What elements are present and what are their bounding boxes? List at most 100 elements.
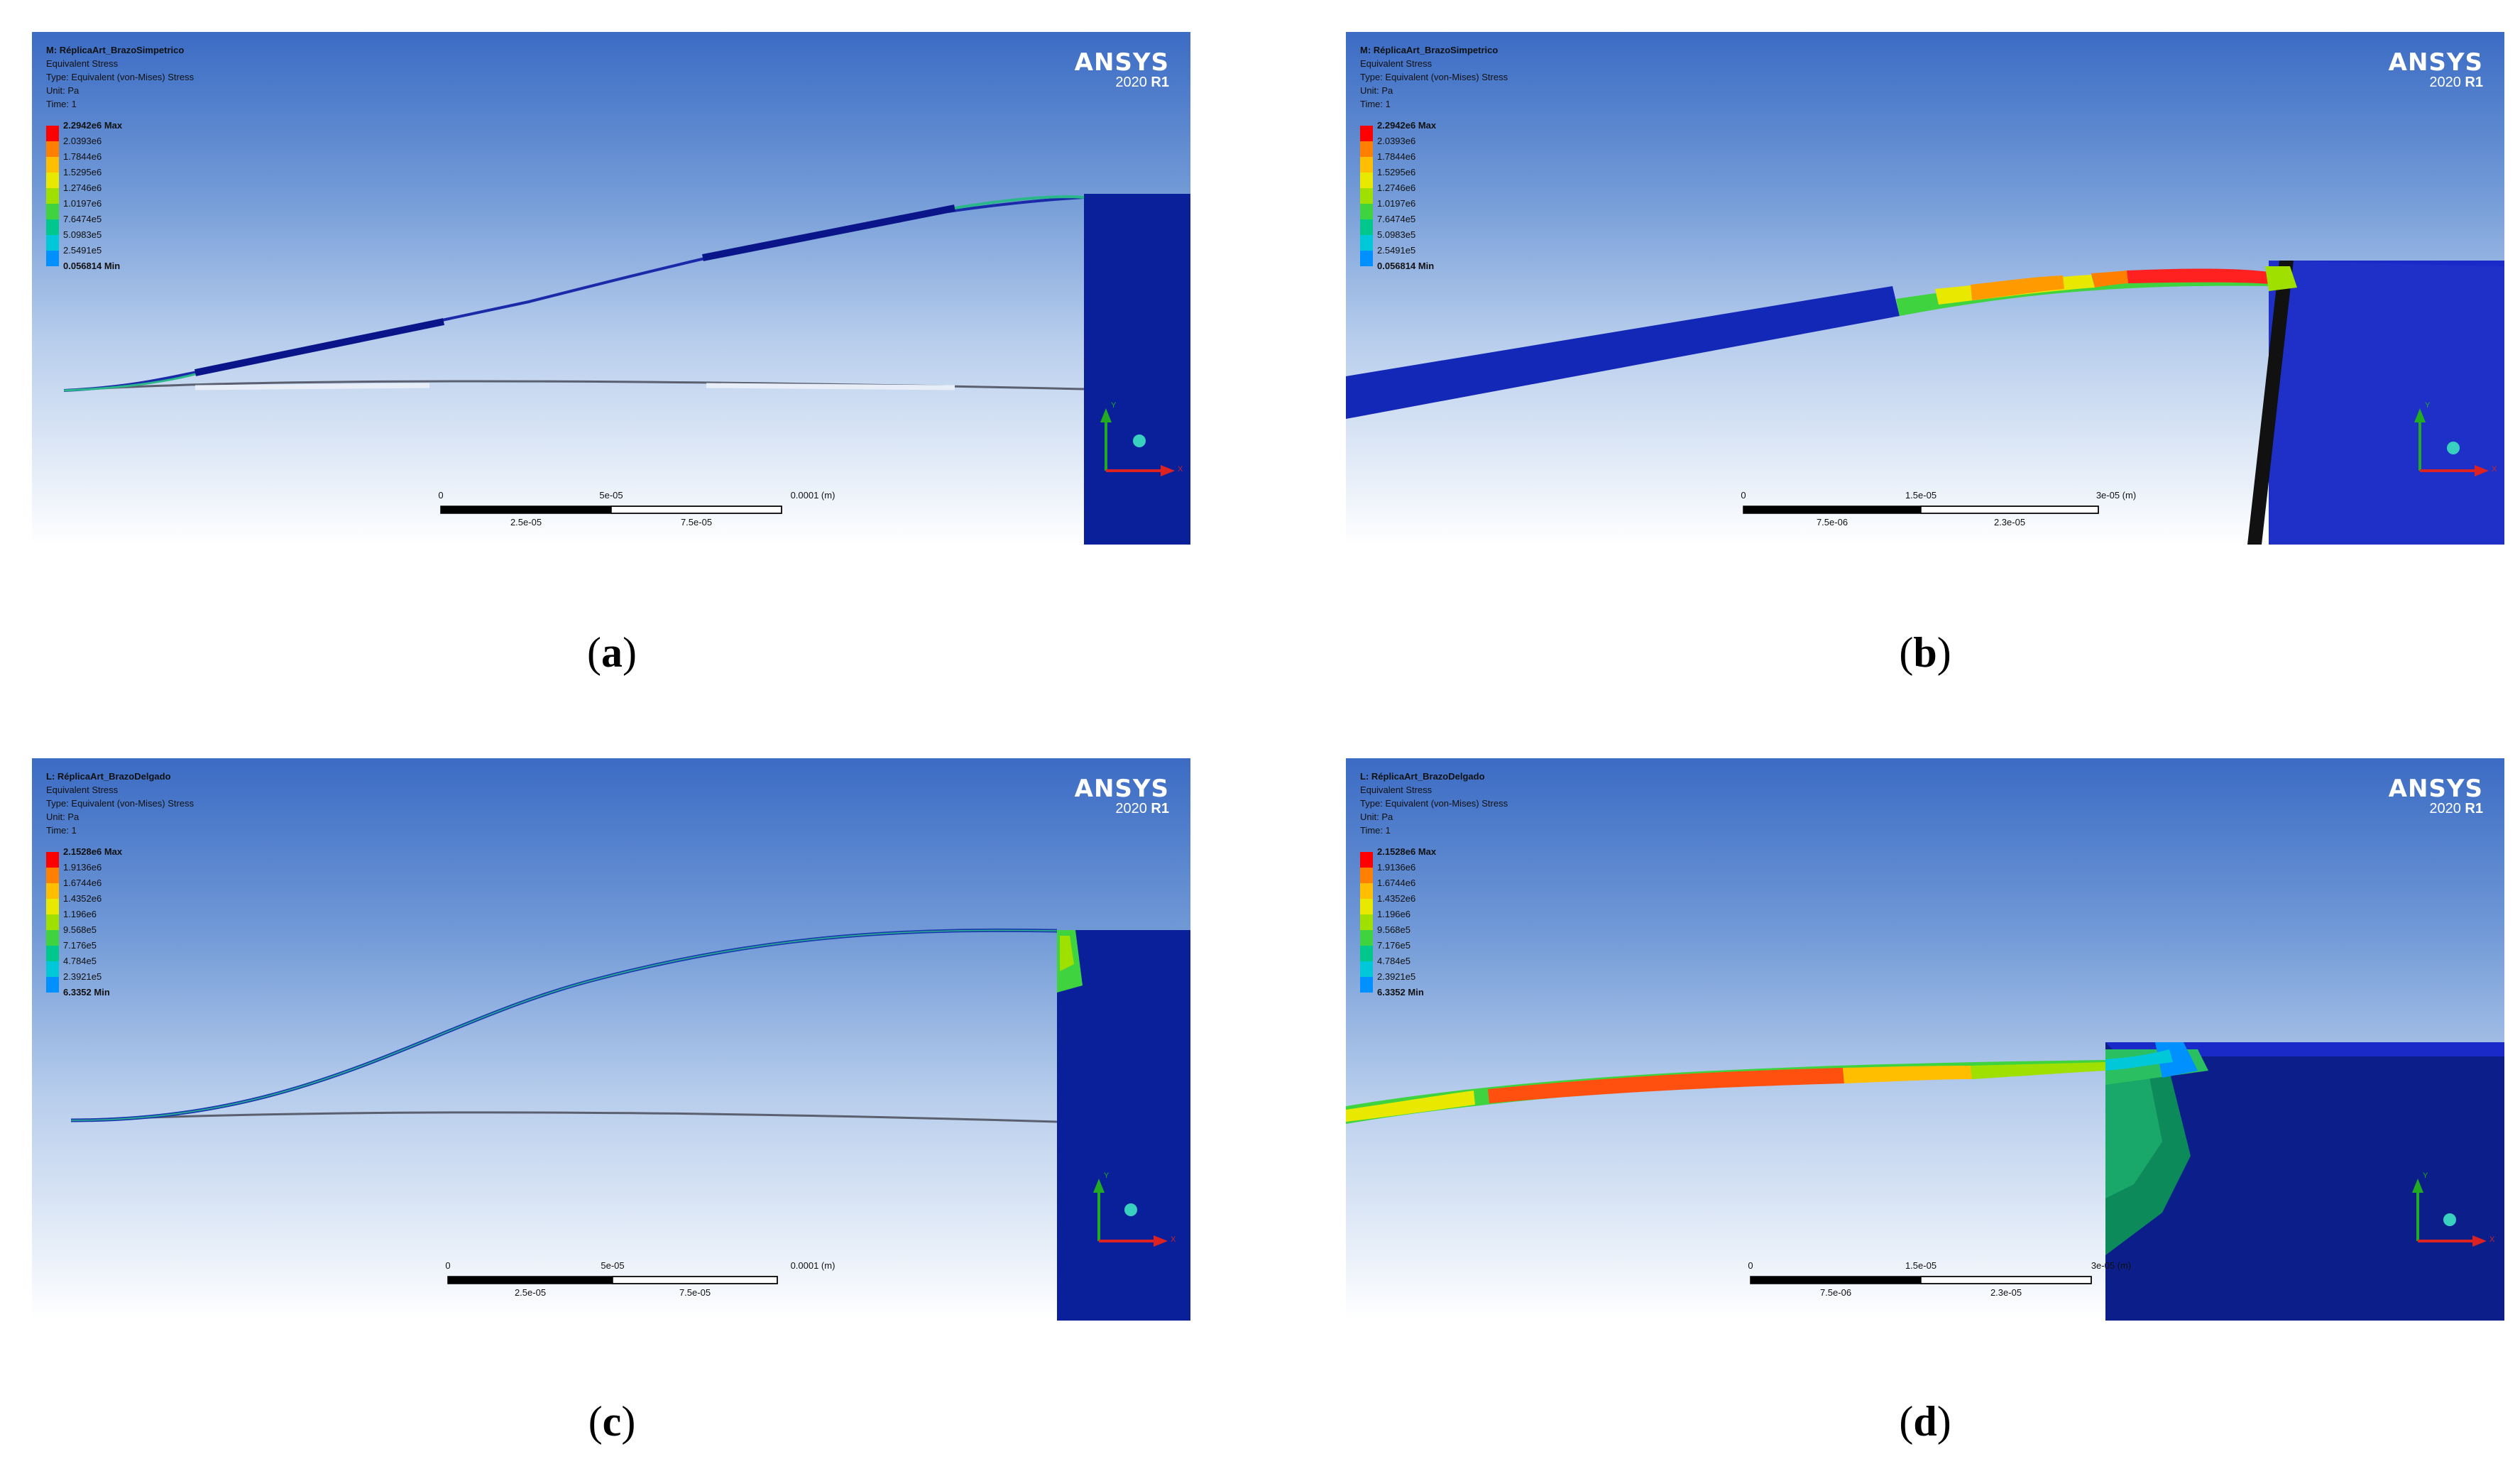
support-block [1084,194,1190,545]
legend-label: 5.0983e5 [1377,229,1416,240]
legend-label: 9.568e5 [63,924,97,935]
legend-label: 4.784e5 [63,956,97,966]
legend-swatch [1360,883,1373,899]
legend-label: 1.7844e6 [63,151,102,162]
legend-label: 1.0197e6 [1377,198,1416,209]
scale-label: 7.5e-05 [680,517,713,528]
scale-label: 3e-05 (m) [2091,1260,2132,1271]
legend-swatch [1360,852,1373,868]
result-type: Type: Equivalent (von-Mises) Stress [1360,72,1508,82]
result-name: Equivalent Stress [46,58,119,69]
scale-bar [447,1276,778,1284]
result-info: L: RéplicaArt_BrazoDelgado Equivalent St… [1360,770,1508,837]
legend-label: 2.5491e5 [63,245,102,256]
scale-label: 2.5e-05 [510,517,542,528]
model-title: M: RéplicaArt_BrazoSimpetrico [46,45,185,55]
legend-label: 2.0393e6 [63,136,102,146]
legend-swatch [1360,126,1373,141]
panel-b: Y X M: RéplicaArt_BrazoSimpetrico Equiva… [1346,32,2504,545]
legend-swatch [46,235,59,251]
legend-swatch [46,219,59,235]
axis-x-label: X [2492,465,2497,474]
ansys-logo: ANSYS 2020 R1 [2388,775,2483,816]
caption-b: (b) [1899,629,1951,676]
legend-swatch [1360,235,1373,251]
legend-label: 7.6474e5 [1377,214,1416,224]
legend-swatch [1360,961,1373,977]
legend-label: 1.5295e6 [1377,167,1416,177]
panel-c: Y X L: RéplicaArt_BrazoDelgado Equivalen… [32,758,1190,1321]
scale-label: 0 [445,1260,451,1271]
axis-y-label: Y [1111,401,1117,410]
model-title: L: RéplicaArt_BrazoDelgado [46,771,171,782]
result-unit: Unit: Pa [1360,812,1393,822]
legend-swatch [1360,946,1373,961]
scale-label: 3e-05 (m) [2096,490,2137,501]
legend-swatch [1360,914,1373,930]
model-title: L: RéplicaArt_BrazoDelgado [1360,771,1485,782]
scale-label: 1.5e-05 [1905,490,1937,501]
support-edge [2247,261,2294,545]
legend-label: 1.2746e6 [63,182,102,193]
legend-swatch [46,883,59,899]
legend-swatch [46,126,59,141]
legend-swatch [46,914,59,930]
axis-triad [2412,1179,2487,1247]
ansys-logo: ANSYS 2020 R1 [1074,775,1169,816]
caption-a: (a) [587,629,637,676]
axis-y-label: Y [2423,1171,2428,1180]
legend-label: 7.6474e5 [63,214,102,224]
scale-bar [1743,506,2099,514]
model-title: M: RéplicaArt_BrazoSimpetrico [1360,45,1499,55]
legend-swatch [46,141,59,157]
result-type: Type: Equivalent (von-Mises) Stress [46,798,195,809]
legend-swatch [1360,977,1373,993]
scale-label: 0 [1741,490,1746,501]
scale-label: 7.5e-06 [1816,517,1848,528]
result-info: L: RéplicaArt_BrazoDelgado Equivalent St… [46,770,194,837]
model-view [63,194,1190,545]
legend-swatch [1360,141,1373,157]
legend-swatch [46,868,59,883]
result-type: Type: Equivalent (von-Mises) Stress [46,72,195,82]
ansys-logo: ANSYS 2020 R1 [1074,48,1169,90]
scale-label: 5e-05 [601,1260,625,1271]
scale-label: 0.0001 (m) [790,1260,836,1271]
legend-label: 9.568e5 [1377,924,1410,935]
legend-swatch [46,899,59,914]
scale-label: 0 [438,490,444,501]
scale-bar [440,506,782,514]
legend-label: 2.2942e6 Max [63,120,123,131]
legend-label: 1.2746e6 [1377,182,1416,193]
legend-label: 2.3921e5 [63,971,102,982]
caption-c: (c) [588,1398,636,1445]
result-info: M: RéplicaArt_BrazoSimpetrico Equivalent… [1360,43,1508,111]
legend-swatch [46,157,59,173]
result-time: Time: 1 [1360,825,1391,836]
panel-a: Y X M: RéplicaArt_BrazoSimpetrico Equiva… [32,32,1190,545]
beam-left [1346,286,1900,419]
legend-label: 0.056814 Min [1377,261,1435,271]
scale-label: 5e-05 [599,490,623,501]
scale-label: 0 [1748,1260,1753,1271]
scale-bar [1750,1276,2092,1284]
legend-swatch [46,173,59,188]
support-block [1057,930,1190,1321]
legend-label: 2.2942e6 Max [1377,120,1437,131]
legend-label: 4.784e5 [1377,956,1410,966]
legend-label: 1.5295e6 [63,167,102,177]
axis-x-label: X [1171,1235,1176,1244]
axis-triad [1100,408,1175,476]
ansys-logo: ANSYS 2020 R1 [2388,48,2483,90]
result-time: Time: 1 [46,825,77,836]
deformed-beam [70,928,1058,1122]
model-view [70,928,1190,1321]
result-name: Equivalent Stress [1360,785,1432,795]
result-unit: Unit: Pa [1360,85,1393,96]
axis-triad [2414,408,2489,476]
result-info: M: RéplicaArt_BrazoSimpetrico Equivalent… [46,43,194,111]
scale-label: 7.5e-06 [1819,1287,1852,1298]
legend-label: 1.0197e6 [63,198,102,209]
legend-label: 6.3352 Min [1377,987,1424,998]
legend-label: 0.056814 Min [63,261,121,271]
